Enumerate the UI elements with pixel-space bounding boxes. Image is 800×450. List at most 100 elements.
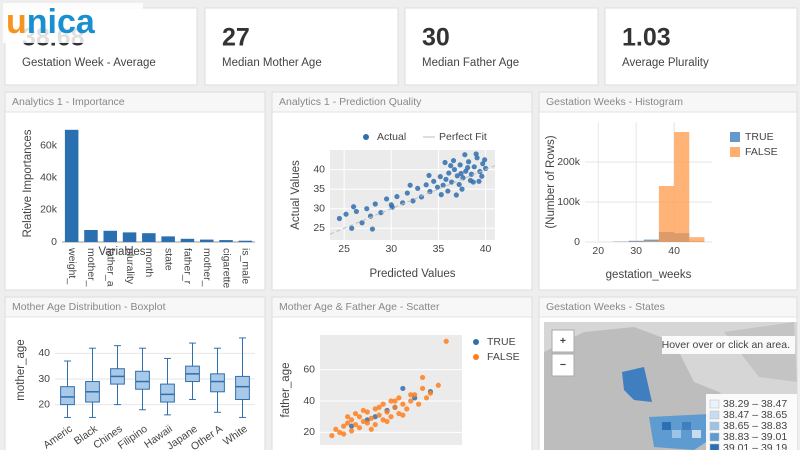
x-tick-label: 25 <box>338 243 350 255</box>
logo-backdrop <box>3 3 143 43</box>
point <box>372 406 378 412</box>
point <box>448 163 454 169</box>
legend-label: TRUE <box>745 131 774 143</box>
panel-title: Analytics 1 - Importance <box>12 96 125 108</box>
bar <box>219 240 233 242</box>
bar <box>64 129 79 242</box>
point <box>350 204 357 210</box>
x-tick-label: mother_ <box>201 248 213 287</box>
legend-label: 38.47 – 38.65 <box>723 409 787 421</box>
point <box>343 211 349 217</box>
point <box>388 398 394 404</box>
bar <box>199 239 214 242</box>
point <box>394 193 400 200</box>
point <box>396 395 402 401</box>
point <box>400 385 406 392</box>
legend-box <box>706 394 797 450</box>
point <box>480 161 486 167</box>
point <box>459 186 465 192</box>
point <box>465 165 471 171</box>
panel-title: Gestation Weeks - States <box>546 301 665 313</box>
box <box>210 373 225 393</box>
y-tick-label: 20k <box>40 204 58 216</box>
y-tick-label: 20 <box>303 426 315 438</box>
point <box>360 407 366 414</box>
point <box>479 173 485 179</box>
legend-label: 38.65 – 38.83 <box>723 420 787 432</box>
point <box>408 398 414 404</box>
point <box>466 159 472 165</box>
kpi-value: 30 <box>422 24 450 52</box>
panel <box>4 91 266 291</box>
point <box>427 390 434 396</box>
point <box>353 208 359 215</box>
panel-header <box>539 297 797 317</box>
hist-bar <box>628 240 644 242</box>
point <box>457 162 463 168</box>
kpi-card <box>204 7 399 86</box>
point <box>482 157 488 163</box>
y-axis-label: (Number of Rows) <box>545 135 557 228</box>
point <box>384 409 390 415</box>
point <box>376 404 382 410</box>
x-tick-label: father_a <box>104 248 116 287</box>
legend-swatch <box>709 410 720 420</box>
box <box>160 383 175 403</box>
x-tick-label: plurality <box>124 248 136 285</box>
point <box>392 404 398 410</box>
point <box>415 185 421 191</box>
point <box>372 421 378 428</box>
state <box>662 422 671 430</box>
bar <box>103 230 118 242</box>
point <box>416 401 422 407</box>
kpi-value: 1.03 <box>622 24 671 52</box>
x-tick-label: mother_ <box>85 248 97 287</box>
hist-bar <box>689 237 705 242</box>
point <box>449 179 455 185</box>
zoom-button[interactable] <box>551 353 575 377</box>
box <box>235 375 250 400</box>
point <box>345 420 351 426</box>
point <box>453 192 459 198</box>
bar <box>238 240 253 242</box>
y-tick-label: 200k <box>557 156 581 168</box>
point <box>450 157 457 164</box>
point <box>364 206 370 212</box>
state <box>682 422 691 430</box>
point <box>407 182 413 188</box>
box <box>60 386 75 406</box>
point <box>367 213 374 219</box>
point <box>431 178 437 184</box>
panel-header <box>5 297 265 317</box>
point <box>443 176 449 182</box>
point <box>446 170 452 176</box>
alaska <box>622 367 652 402</box>
point <box>474 155 480 161</box>
point <box>368 426 374 432</box>
x-tick-label: 40 <box>668 245 680 257</box>
legend-swatch <box>473 354 479 360</box>
state <box>692 430 701 438</box>
zoom-button[interactable] <box>551 329 575 353</box>
x-tick-label: father_r <box>182 248 194 285</box>
y-axis-label: Actual Values <box>290 160 302 230</box>
point <box>419 385 426 392</box>
point <box>440 182 446 188</box>
y-tick-label: 0 <box>574 236 580 248</box>
point <box>445 188 451 194</box>
kpi-card <box>604 7 798 86</box>
point <box>473 151 479 157</box>
zoom-label: − <box>560 359 566 371</box>
legend-label: TRUE <box>487 336 516 348</box>
x-tick-label: 30 <box>630 245 642 257</box>
point <box>434 184 441 190</box>
y-tick-label: 0 <box>51 236 57 248</box>
x-tick-label: state <box>162 248 174 271</box>
point <box>470 179 476 185</box>
y-axis-label: Relative Importances <box>22 129 34 237</box>
point <box>341 423 347 429</box>
y-tick-label: 40k <box>40 172 58 184</box>
panel-header <box>5 92 265 112</box>
y-tick-label: 60 <box>303 363 315 375</box>
hist-bar <box>643 239 659 242</box>
